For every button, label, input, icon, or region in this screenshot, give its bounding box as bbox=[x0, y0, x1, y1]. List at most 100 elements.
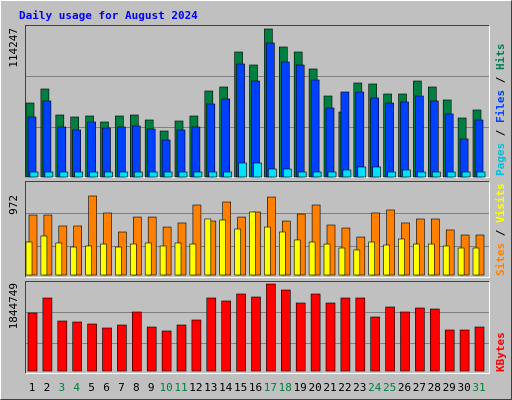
bar bbox=[400, 101, 409, 178]
x-tick-label: 9 bbox=[148, 381, 155, 394]
bar bbox=[340, 297, 351, 372]
bar bbox=[340, 91, 350, 178]
x-tick-label: 12 bbox=[189, 381, 202, 394]
bar bbox=[280, 289, 291, 372]
bar bbox=[444, 113, 454, 178]
x-tick-label: 18 bbox=[279, 381, 292, 394]
legend-entry: Hits bbox=[494, 44, 507, 71]
bar bbox=[57, 320, 68, 372]
bar bbox=[176, 324, 187, 372]
bar bbox=[311, 204, 321, 276]
bar bbox=[70, 246, 77, 276]
bar bbox=[355, 297, 366, 372]
bar bbox=[146, 326, 157, 372]
bar bbox=[146, 128, 156, 178]
bar bbox=[413, 243, 420, 276]
bar bbox=[387, 171, 396, 178]
x-tick-label: 15 bbox=[234, 381, 247, 394]
x-tick-label: 24 bbox=[368, 381, 382, 394]
bar bbox=[88, 195, 97, 276]
bar bbox=[415, 307, 425, 372]
bar bbox=[386, 209, 395, 276]
legend-entry: KBytes bbox=[494, 332, 507, 372]
x-tick-label: 3 bbox=[58, 381, 65, 394]
bar bbox=[208, 171, 218, 178]
bar bbox=[278, 231, 286, 276]
bar bbox=[293, 239, 301, 276]
bar bbox=[42, 100, 52, 178]
y-tick-label: 1844749 bbox=[7, 283, 20, 329]
bar bbox=[442, 245, 450, 276]
bar bbox=[159, 245, 167, 276]
legend: Pages / Files / Hits bbox=[494, 44, 507, 177]
bar bbox=[253, 162, 262, 178]
bar bbox=[117, 324, 127, 372]
bar bbox=[174, 242, 182, 276]
bar bbox=[251, 296, 261, 372]
bar bbox=[40, 235, 48, 276]
bar bbox=[89, 171, 98, 178]
bar bbox=[130, 243, 137, 276]
x-tick-label: 27 bbox=[413, 381, 426, 394]
bar bbox=[459, 329, 470, 372]
plot-border-dark bbox=[25, 281, 490, 374]
bar bbox=[474, 326, 485, 372]
bar bbox=[431, 171, 441, 178]
bar bbox=[236, 293, 246, 372]
plot-border-light bbox=[25, 181, 490, 278]
bar bbox=[342, 169, 352, 178]
bar bbox=[27, 116, 37, 178]
bar bbox=[189, 243, 197, 276]
bar bbox=[461, 171, 471, 178]
bar bbox=[27, 312, 38, 372]
x-tick-label: 25 bbox=[383, 381, 396, 394]
legend-entry: Pages bbox=[494, 143, 507, 176]
bar bbox=[236, 63, 245, 178]
bar bbox=[280, 61, 290, 178]
bar bbox=[206, 103, 216, 178]
x-tick-label: 7 bbox=[118, 381, 125, 394]
bar bbox=[57, 126, 67, 178]
bar bbox=[221, 300, 231, 372]
bar bbox=[325, 107, 335, 178]
x-tick-label: 28 bbox=[428, 381, 441, 394]
bar bbox=[266, 283, 276, 372]
bar bbox=[385, 306, 395, 372]
legend-separator: / bbox=[494, 123, 507, 143]
bar bbox=[55, 242, 63, 276]
legend-entry: Files bbox=[494, 90, 507, 123]
x-tick-label: 16 bbox=[249, 381, 262, 394]
bar bbox=[312, 171, 322, 178]
x-tick-label: 29 bbox=[443, 381, 456, 394]
bar bbox=[427, 243, 435, 276]
bar bbox=[42, 297, 53, 372]
x-tick-label: 8 bbox=[133, 381, 140, 394]
plot-border-dark bbox=[25, 181, 490, 278]
legend-entry: Visits bbox=[494, 183, 507, 223]
bar bbox=[100, 243, 107, 276]
bar bbox=[372, 166, 382, 178]
bar bbox=[402, 169, 411, 178]
bar bbox=[429, 100, 439, 178]
bar bbox=[338, 247, 346, 276]
bar bbox=[355, 91, 365, 178]
x-tick-label: 30 bbox=[457, 381, 470, 394]
bar bbox=[44, 171, 54, 178]
bar bbox=[178, 171, 188, 178]
legend-separator: / bbox=[494, 223, 507, 243]
x-tick-label: 10 bbox=[159, 381, 172, 394]
bar bbox=[134, 171, 143, 178]
bar bbox=[191, 319, 202, 372]
bar bbox=[221, 98, 230, 178]
bar bbox=[353, 249, 361, 276]
bar bbox=[176, 129, 186, 178]
bar bbox=[132, 125, 141, 178]
bar bbox=[357, 166, 367, 178]
bar bbox=[144, 242, 152, 276]
legend-entry: Sites bbox=[494, 243, 507, 276]
y-tick-label: 114247 bbox=[7, 28, 20, 68]
bar bbox=[191, 126, 201, 178]
bar bbox=[72, 321, 82, 372]
